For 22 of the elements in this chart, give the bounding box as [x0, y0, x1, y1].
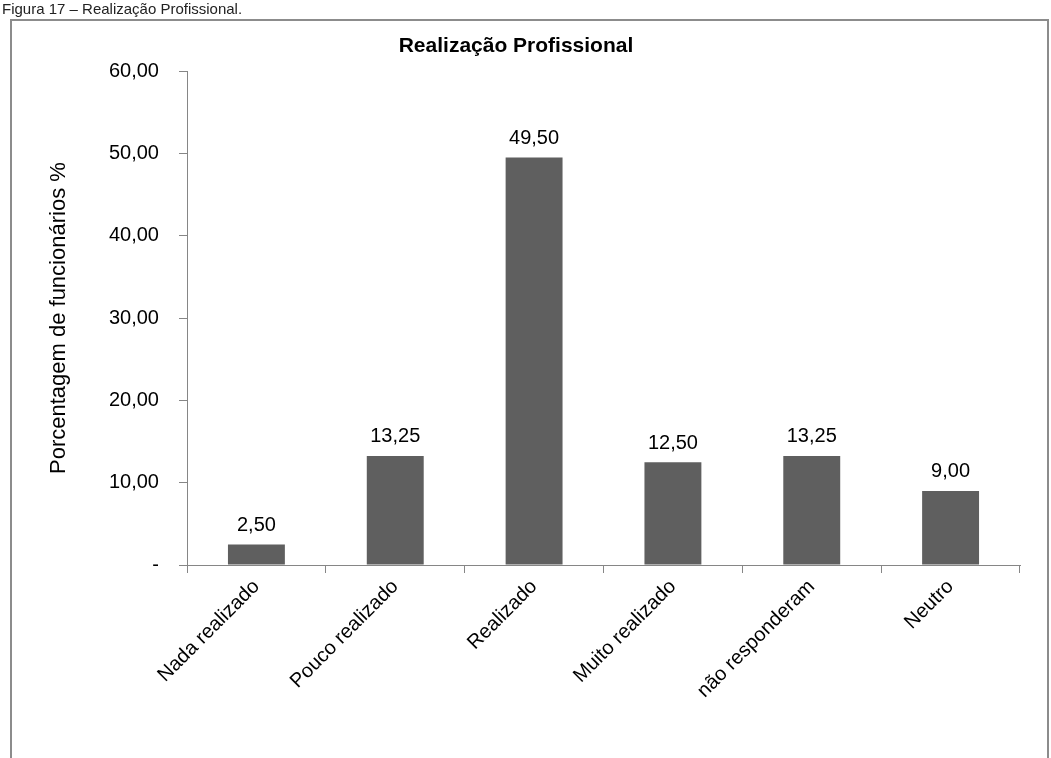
y-tick-label: 30,00 — [108, 305, 159, 328]
bar — [644, 462, 702, 565]
data-label: 12,50 — [647, 430, 698, 453]
data-label: 49,50 — [509, 126, 560, 149]
bar — [505, 157, 563, 565]
bar — [922, 490, 980, 565]
y-tick-label: 40,00 — [108, 223, 159, 246]
text: Figura 17 – Realização Profissional. — [2, 0, 243, 17]
data-label: 13,25 — [370, 424, 421, 447]
y-tick-label: 60,00 — [108, 58, 159, 81]
y-tick-label: 20,00 — [108, 387, 159, 410]
bar — [366, 455, 424, 565]
y-tick-label: - — [152, 552, 159, 575]
y-tick-label: 50,00 — [108, 141, 159, 164]
chart-title: Realização Profissional — [398, 33, 634, 57]
data-label: 2,50 — [236, 512, 276, 535]
data-label: 13,25 — [786, 424, 837, 447]
y-axis-title: Porcentagem de funcionários % — [45, 162, 71, 475]
data-label: 9,00 — [931, 459, 971, 482]
y-tick-label: 10,00 — [108, 470, 159, 493]
bar — [783, 455, 841, 565]
bar — [227, 544, 285, 565]
